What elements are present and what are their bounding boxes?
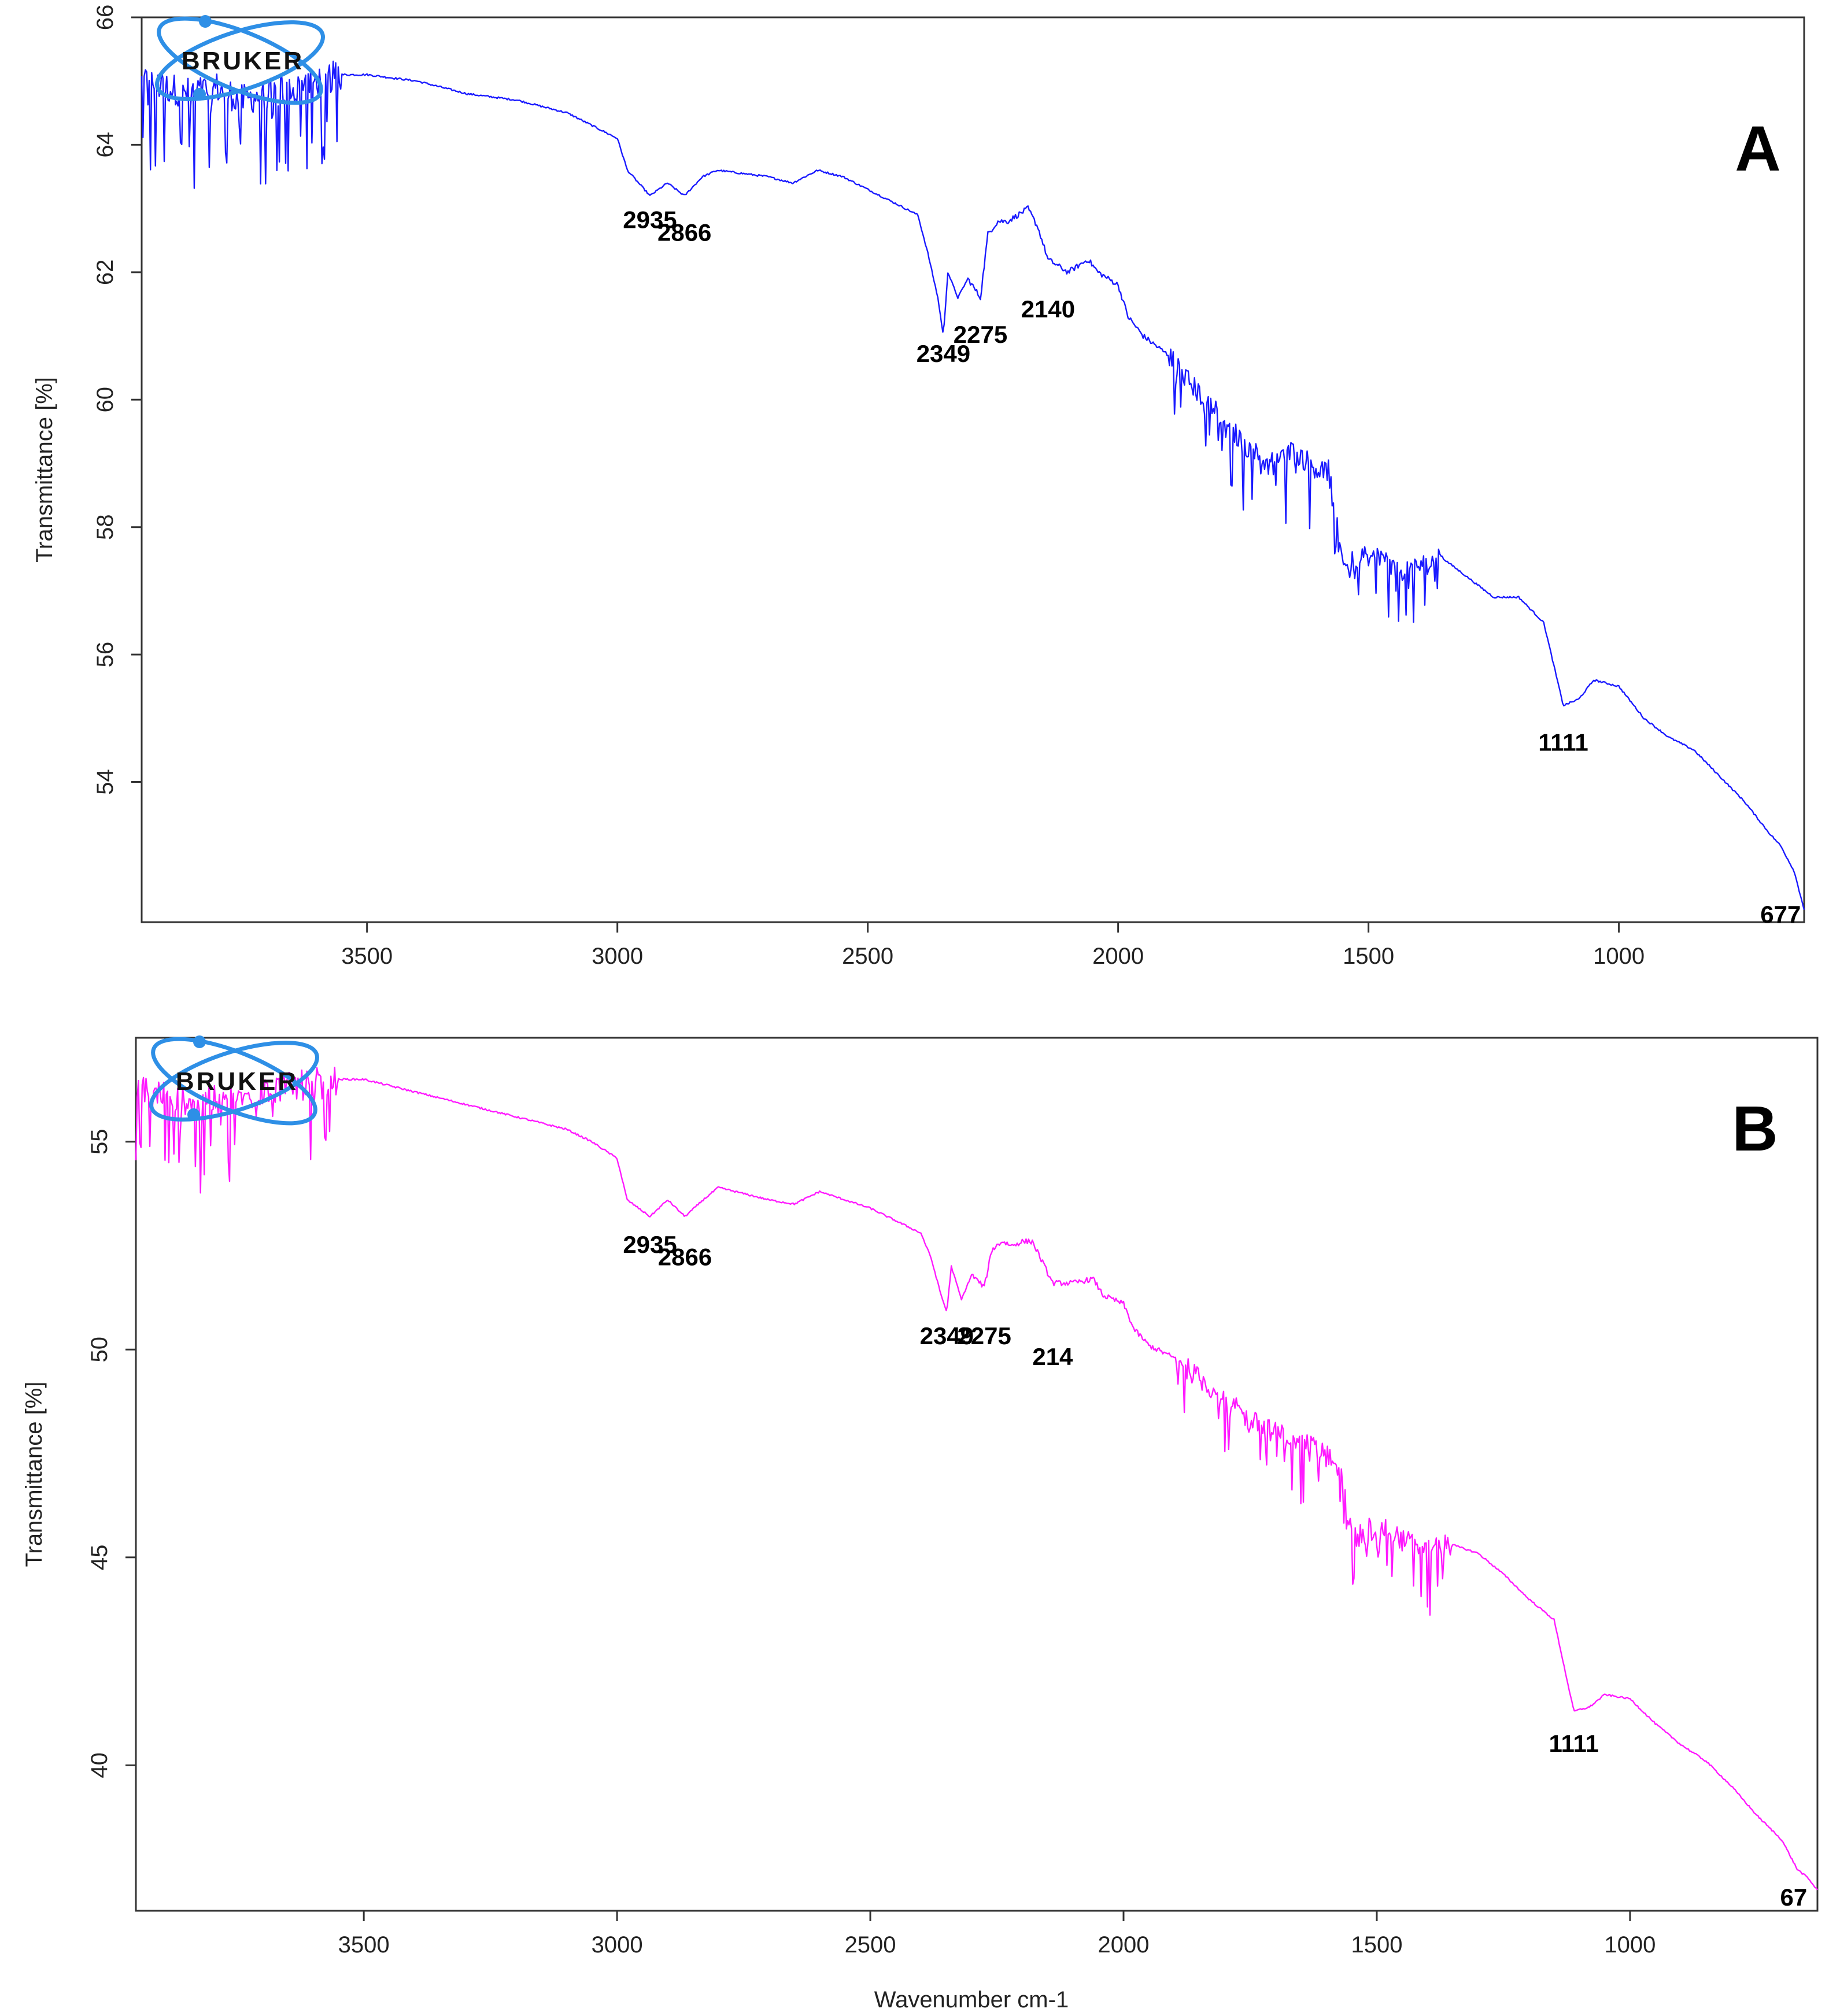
panel-b: 3500 3000 2500 2000 1500 1000 40 45 50 55 Transmit… [21,1035,1819,1958]
peak-label: 2275 [957,1322,1011,1349]
x-tick-label: 3000 [592,944,643,969]
y-tick-label: 50 [87,1337,112,1363]
x-tick-label: 3500 [341,944,393,969]
y-tick-label: 62 [93,260,118,286]
x-tick-label: 3500 [338,1932,390,1958]
peak-label: 2349 [917,340,970,367]
peak-label: 2866 [657,219,711,246]
y-tick-label: 58 [93,514,118,540]
x-tick-label: 1000 [1593,944,1645,969]
logo-dot [199,15,212,28]
peak-label: 2935 [623,206,677,234]
logo-ring [157,16,323,105]
y-tick-label: 66 [93,5,118,31]
x-tick-label: 1000 [1604,1932,1656,1958]
y-tick-label: 40 [87,1752,112,1778]
y-axis-title: Transmittance [%] [21,1382,47,1567]
x-tick-label: 2500 [845,1932,896,1958]
panel-letter: B [1732,1093,1778,1164]
peak-label: 677 [1760,901,1801,928]
panel-letter: A [1735,113,1780,184]
y-tick-label: 55 [87,1129,112,1155]
x-tick-label: 3000 [592,1932,643,1958]
x-tick-label: 2000 [1098,1932,1150,1958]
peak-label: 2935 [623,1231,677,1258]
panel-a: 3500 3000 2500 2000 1500 1000 54 56 58 60 62 64 66 Tr… [32,5,1805,969]
logo-dot [193,88,206,101]
x-axis-title: Wavenumber cm-1 [874,1987,1069,2013]
y-tick-label: 45 [87,1545,112,1571]
peak-label: 214 [1032,1343,1073,1370]
x-tick-label: 2500 [842,944,893,969]
y-tick-label: 54 [93,769,118,795]
logo-text: BRUKER [176,1067,298,1096]
logo-text: BRUKER [182,47,304,75]
plot-frame [135,1037,1819,1912]
peak-label: 2140 [1021,295,1075,323]
spectrum-line-a [141,60,1805,910]
y-axis-title: Transmittance [%] [32,377,57,563]
peak-label: 2349 [920,1322,974,1349]
bruker-logo: BRUKER [155,15,325,105]
peak-label: 2275 [954,321,1007,348]
logo-dot [193,1035,206,1048]
logo-ring [151,1037,317,1126]
y-tick-label: 56 [93,642,118,668]
x-tick-label: 2000 [1092,944,1144,969]
bruker-logo: BRUKER [149,1035,319,1126]
peak-label: 1111 [1549,1730,1598,1757]
peak-label: 1111 [1538,728,1588,756]
y-tick-label: 60 [93,387,118,413]
plot-frame [141,16,1805,923]
logo-dot [187,1108,200,1121]
logo-ring [155,20,325,101]
logo-ring [149,1041,319,1122]
x-tick-label: 1500 [1351,1932,1402,1958]
x-tick-label: 1500 [1343,944,1394,969]
spectrum-line-b [135,1067,1818,1891]
peak-label: 67 [1780,1884,1807,1911]
peak-label: 2866 [658,1244,712,1271]
y-tick-label: 64 [93,132,118,158]
